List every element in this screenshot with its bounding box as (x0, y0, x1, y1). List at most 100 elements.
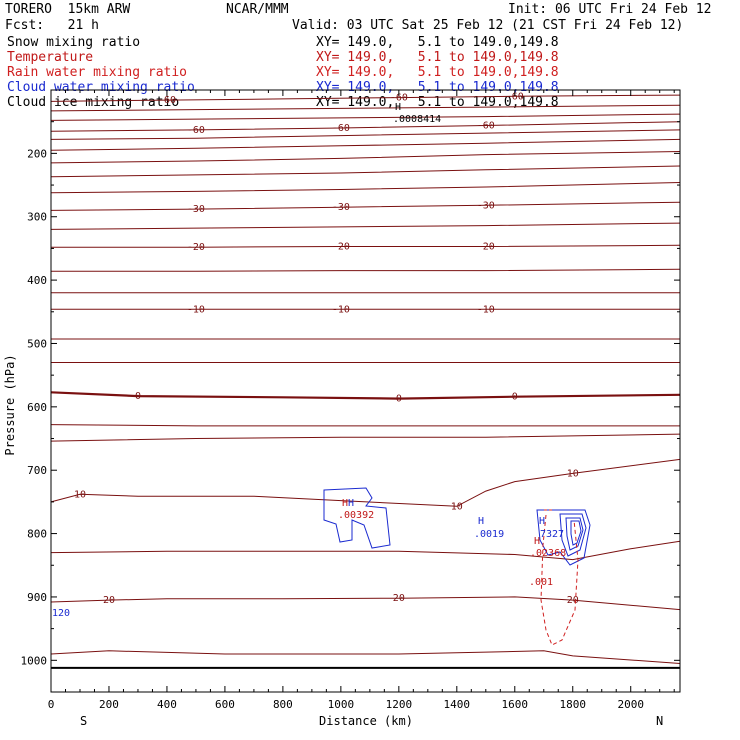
y-tick-label-2: 400 (27, 274, 47, 287)
isotherm-label-9-0: -30 (187, 204, 205, 215)
rain-value-label-right: .02368 (530, 548, 566, 559)
isotherm-group: -60 -60 -60 -60 -60 -60 -30 -30 -30 -20 -20 -20 -10 -… (50, 91, 681, 664)
axes-group: 0 200 400 600 800 1000 1200 1400 1600 1800 2000200… (21, 90, 680, 711)
isotherm-label-22-2: 20 (567, 595, 579, 606)
isotherm-label-17-1: 0 (396, 394, 402, 405)
cloud-water-contour-left (323, 487, 391, 549)
isotherm-line-0 (50, 94, 681, 102)
isotherm-label-14-2: -10 (477, 304, 495, 315)
cloud-water-contour-inner-3 (570, 520, 582, 546)
legend-cloud-ice-xy: XY= 149.0, 5.1 to 149.0,149.8 (316, 95, 559, 110)
cloud-water-max-marker-right: H (539, 516, 545, 527)
y-axis-label: Pressure (hPa) (3, 354, 17, 455)
isotherm-line-8 (50, 182, 681, 194)
isotherm-label-3-0: -60 (187, 125, 205, 136)
isotherm-label-3-1: -60 (332, 123, 350, 134)
isotherm-line-19 (50, 433, 681, 442)
isotherm-line-9 (50, 201, 681, 211)
isotherm-line-21 (50, 540, 681, 561)
cloud-water-max-marker-left: H (348, 498, 354, 509)
isotherm-label-20-0: 10 (74, 489, 86, 500)
y-tick-label-0: 200 (27, 147, 47, 160)
isotherm-label-11-1: -20 (332, 242, 350, 253)
x-tick-label-9: 1800 (560, 698, 587, 711)
x-tick-label-1: 200 (99, 698, 119, 711)
isotherm-label-0-1: -60 (390, 93, 408, 104)
isotherm-line-7 (50, 165, 681, 178)
isotherm-line-17 (50, 391, 681, 400)
isotherm-line-5 (50, 138, 681, 151)
y-tick-label-5: 700 (27, 464, 47, 477)
legend-temperature-name: Temperature (7, 50, 94, 65)
x-tick-label-7: 1400 (444, 698, 471, 711)
cloud-water-contour-inner-2 (565, 517, 584, 551)
south-end-label: S (80, 714, 87, 728)
isotherm-line-11 (51, 244, 681, 248)
x-tick-label-6: 1200 (386, 698, 413, 711)
isotherm-label-11-2: -20 (477, 242, 495, 253)
isotherm-line-20 (50, 458, 681, 507)
y-tick-label-1: 300 (27, 211, 47, 224)
isotherm-label-9-1: -30 (332, 202, 350, 213)
x-tick-label-8: 1600 (502, 698, 529, 711)
isotherm-label-11-0: -20 (187, 242, 205, 253)
cloud-ice-value-label: .0008414 (393, 114, 441, 125)
isotherm-label-14-1: -10 (332, 304, 350, 315)
legend-temperature-xy: XY= 149.0, 5.1 to 149.0,149.8 (316, 50, 559, 65)
init-time: Init: 06 UTC Fri 24 Feb 12 (508, 2, 712, 17)
rain-value-label-left: .00392 (338, 510, 374, 521)
cloud-ice-max-marker: H (395, 102, 401, 113)
isotherm-line-22 (50, 596, 681, 611)
x-tick-label-3: 600 (215, 698, 235, 711)
isotherm-label-22-0: 20 (103, 595, 115, 606)
left-edge-value-label: 120 (52, 608, 70, 619)
cloud-water-value-label-right: 7327 (540, 529, 564, 540)
cloud-water-max-marker-mid: H (478, 516, 484, 527)
plot-border (50, 89, 681, 693)
model-title: TORERO 15km ARW (5, 2, 131, 17)
north-end-label: N (656, 714, 663, 728)
isotherm-line-18 (50, 424, 680, 427)
legend-rain-xy: XY= 149.0, 5.1 to 149.0,149.8 (316, 65, 559, 80)
x-tick-label-5: 1000 (328, 698, 355, 711)
rain-max-marker-right: H (534, 536, 540, 547)
isotherm-line-10 (50, 222, 681, 230)
isotherm-label-17-0: 0 (135, 391, 141, 402)
valid-time: Valid: 03 UTC Sat 25 Feb 12 (21 CST Fri … (292, 18, 684, 33)
x-axis-label: Distance (km) (319, 714, 413, 728)
legend-snow-xy: XY= 149.0, 5.1 to 149.0,149.8 (316, 35, 559, 50)
isotherm-label-9-2: -30 (477, 200, 495, 211)
isotherm-line-6 (50, 151, 681, 164)
isotherm-label-0-0: -60 (158, 95, 176, 106)
cloud-water-contour-inner-1 (559, 513, 587, 557)
y-tick-label-8: 1000 (21, 654, 48, 667)
legend-snow-name: Snow mixing ratio (7, 35, 141, 50)
isotherm-line-3 (50, 121, 681, 132)
isotherm-label-20-2: 10 (567, 468, 579, 479)
isotherm-label-3-2: -60 (477, 120, 495, 131)
forecast-hour: Fcst: 21 h (5, 18, 99, 33)
isotherm-line-1 (50, 104, 681, 112)
legend-rain-name: Rain water mixing ratio (7, 65, 188, 80)
legend-cloud-water-name: Cloud water mixing ratio (7, 80, 195, 95)
x-tick-label-4: 800 (273, 698, 293, 711)
isotherm-line-12 (51, 268, 681, 272)
isotherm-line-4 (50, 129, 681, 140)
legend-cloud-water-xy: XY= 149.0, 5.1 to 149.0,149.8 (316, 80, 559, 95)
y-tick-label-4: 600 (27, 401, 47, 414)
isotherm-label-17-2: 0 (512, 392, 518, 403)
y-tick-label-3: 500 (27, 337, 47, 350)
cloud-water-value-label-mid: .0019 (474, 529, 504, 540)
y-tick-label-6: 800 (27, 528, 47, 541)
isotherm-label-22-1: 20 (393, 593, 405, 604)
x-tick-label-0: 0 (48, 698, 55, 711)
isotherm-line-2 (50, 113, 681, 121)
plot-frame (50, 89, 681, 693)
rain-value-label-low: .001 (529, 577, 553, 588)
isotherm-label-0-2: -60 (506, 91, 524, 102)
hydrometeor-group: H H H H H H .0008414 .00392 .0019 7327 .… (52, 102, 591, 646)
organization-label: NCAR/MMM (226, 2, 289, 17)
isotherm-label-14-0: -10 (187, 304, 205, 315)
isotherm-line-23 (50, 650, 681, 664)
